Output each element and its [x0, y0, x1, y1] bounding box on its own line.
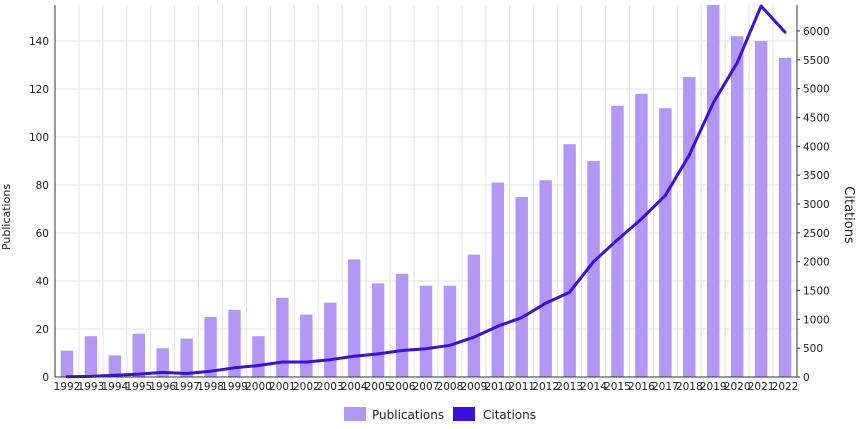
x-tick-label: 1998 [197, 381, 224, 393]
bar-publications [587, 161, 600, 377]
y-right-tick-label: 4000 [803, 141, 830, 153]
line-citations [65, 4, 787, 379]
y-right-tick-label: 5000 [803, 84, 830, 96]
y-right-tick-label: 3500 [803, 170, 830, 182]
y-right-tick-label: 3000 [803, 199, 830, 211]
bar-publications [659, 108, 672, 377]
bar-publications [730, 36, 744, 377]
x-tick-label: 2013 [556, 381, 583, 393]
gridlines [54, 5, 798, 378]
x-tick-label: 1996 [149, 381, 176, 393]
y-right-tick-label: 2000 [803, 257, 830, 269]
x-tick-label: 2011 [508, 381, 535, 393]
x-tick-label: 2002 [293, 381, 320, 393]
bar-publications [252, 336, 265, 377]
y-left-tick-label: 140 [29, 36, 49, 48]
y-left-tick-label: 120 [29, 84, 49, 96]
bar-publications [419, 285, 433, 377]
x-tick-label: 2019 [700, 381, 727, 393]
bar-publications [539, 180, 552, 377]
bar-publications [707, 5, 720, 377]
bar-publications [635, 93, 648, 378]
legend-publications-label: Publications [372, 408, 444, 422]
legend: Publications Citations [344, 407, 536, 422]
x-tick-label: 2001 [269, 381, 296, 393]
bar-publications [228, 309, 241, 377]
x-tick-label: 2012 [532, 381, 559, 393]
bar-publications [276, 297, 289, 377]
legend-citations-swatch [453, 407, 475, 421]
bar-publications [132, 333, 145, 377]
y-right-tick-label: 6000 [803, 26, 830, 38]
y-right-tick-label: 4500 [803, 112, 830, 124]
bar-publications [108, 355, 122, 377]
bar-publications [300, 314, 313, 377]
y-right-tick-label: 500 [803, 343, 823, 355]
y-axis-left-title: Publications [0, 184, 13, 250]
bar-publications [754, 41, 768, 377]
x-tick-label: 2003 [317, 381, 344, 393]
x-tick-label: 2000 [245, 381, 272, 393]
y-right-tick-label: 1500 [803, 285, 830, 297]
legend-citations-label: Citations [483, 408, 536, 422]
bar-publications [515, 197, 528, 377]
bar-publications [204, 317, 217, 377]
bar-publications [563, 144, 576, 377]
y-left-tick-label: 0 [42, 372, 49, 384]
x-tick-label: 2014 [580, 381, 607, 393]
bar-publications [347, 259, 361, 377]
y-right-tick-label: 2500 [803, 228, 830, 240]
x-tick-label: 1995 [125, 381, 152, 393]
y-right-tick-label: 1000 [803, 314, 830, 326]
x-tick-label: 2015 [604, 381, 631, 393]
x-tick-label: 2022 [772, 381, 799, 393]
bar-publications [443, 285, 457, 377]
x-tick-label: 2009 [461, 381, 488, 393]
y-left-tick-label: 100 [29, 132, 49, 144]
publications-bars [60, 5, 792, 378]
y-left-tick-label: 60 [36, 228, 49, 240]
x-tick-label: 2020 [724, 381, 751, 393]
x-tick-label: 2006 [389, 381, 416, 393]
x-tick-label: 2016 [628, 381, 655, 393]
x-tick-label: 2017 [652, 381, 679, 393]
x-tick-label: 2018 [676, 381, 703, 393]
bar-publications [84, 336, 98, 377]
x-tick-label: 2008 [437, 381, 464, 393]
bar-publications [778, 57, 792, 378]
x-tick-label: 2005 [365, 381, 392, 393]
y-left-tick-label: 40 [36, 276, 49, 288]
x-tick-label: 2004 [341, 381, 368, 393]
bar-publications [180, 338, 193, 377]
y-left-tick-label: 20 [36, 324, 49, 336]
x-tick-label: 1997 [173, 381, 200, 393]
x-tick-label: 2010 [484, 381, 511, 393]
x-tick-label: 1994 [101, 381, 128, 393]
bar-publications [491, 182, 505, 377]
bar-publications [156, 348, 169, 377]
x-tick-label: 1993 [78, 381, 105, 393]
bar-publications [324, 302, 337, 377]
bar-publications [371, 283, 385, 377]
bar-publications [467, 254, 481, 377]
legend-publications-swatch [344, 407, 366, 421]
y-left-tick-label: 80 [36, 180, 49, 192]
bar-publications [60, 350, 74, 377]
y-right-tick-label: 0 [803, 372, 810, 384]
citations-line-layer [65, 4, 787, 379]
bar-publications [395, 273, 409, 377]
bar-publications [683, 77, 696, 377]
x-tick-label: 1992 [54, 381, 81, 393]
axes [54, 5, 800, 378]
y-axis-right-title: Citations [841, 186, 856, 244]
y-right-tick-label: 5500 [803, 55, 830, 67]
x-tick-label: 1999 [221, 381, 248, 393]
x-tick-label: 2007 [413, 381, 440, 393]
tick-labels: 0 20 40 60 80 100 120 140 0 500 1000 1500 2000 2500 30… [29, 26, 830, 393]
x-tick-label: 2021 [748, 381, 775, 393]
